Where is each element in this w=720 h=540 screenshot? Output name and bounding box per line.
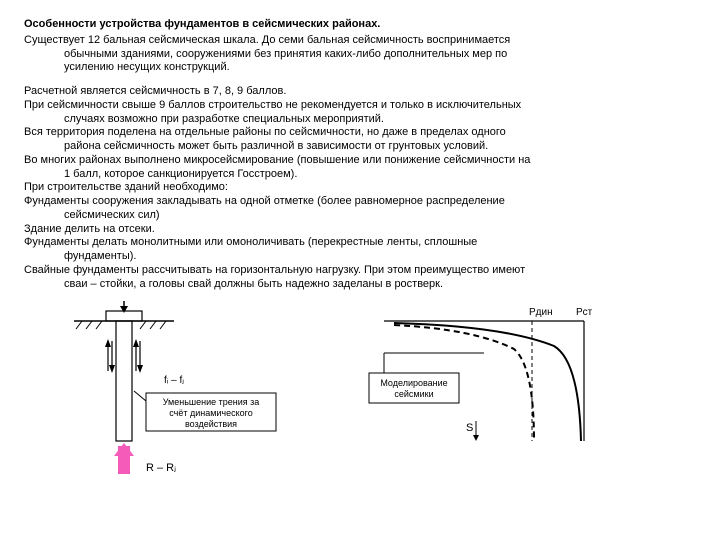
pdyn-label: Pдин bbox=[529, 307, 553, 318]
text: При сейсмичности свыше 9 баллов строител… bbox=[24, 99, 696, 113]
f-label: fᵢ – fⱼ bbox=[164, 375, 184, 386]
box2-l1: Моделирование bbox=[380, 378, 447, 388]
text: сваи – стойки, а головы свай должны быть… bbox=[24, 278, 696, 292]
pile-diagram: fᵢ – fⱼ Уменьшение трения за счёт динами… bbox=[64, 301, 324, 491]
text: фундаменты). bbox=[24, 250, 696, 264]
text: Вся территория поделена на отдельные рай… bbox=[24, 126, 696, 140]
text: Расчетной является сейсмичность в 7, 8, … bbox=[24, 85, 696, 99]
text: случаях возможно при разработке специаль… bbox=[24, 113, 696, 127]
s-label: S bbox=[466, 422, 473, 434]
settlement-graph: Pдин Pст Моделирование сейсмики S bbox=[354, 301, 614, 471]
box1-l3: воздействия bbox=[185, 419, 237, 429]
r-label: R – Rⱼ bbox=[146, 462, 176, 474]
box1-l1: Уменьшение трения за bbox=[163, 397, 260, 407]
box2-l2: сейсмики bbox=[394, 389, 433, 399]
text: Здание делить на отсеки. bbox=[24, 223, 696, 237]
text: Фундаменты сооружения закладывать на одн… bbox=[24, 195, 696, 209]
text: 1 балл, которое санкционируется Госстрое… bbox=[24, 168, 696, 182]
page-title: Особенности устройства фундаментов в сей… bbox=[24, 18, 696, 32]
text: Во многих районах выполнено микросейсмир… bbox=[24, 154, 696, 168]
text: Фундаменты делать монолитными или омонол… bbox=[24, 236, 696, 250]
text: Существует 12 бальная сейсмическая шкала… bbox=[24, 34, 510, 46]
pst-label: Pст bbox=[576, 307, 593, 318]
text: обычными зданиями, сооружениями без прин… bbox=[24, 48, 696, 62]
intro-paragraph: Существует 12 бальная сейсмическая шкала… bbox=[24, 34, 696, 75]
text: сейсмических сил) bbox=[24, 209, 696, 223]
text: района сейсмичность может быть различной… bbox=[24, 140, 696, 154]
box1-l2: счёт динамического bbox=[169, 408, 253, 418]
text: усилению несущих конструкций. bbox=[24, 61, 696, 75]
text: При строительстве зданий необходимо: bbox=[24, 181, 696, 195]
main-paragraph: Расчетной является сейсмичность в 7, 8, … bbox=[24, 85, 696, 291]
text: Свайные фундаменты рассчитывать на гориз… bbox=[24, 264, 696, 278]
diagram-area: fᵢ – fⱼ Уменьшение трения за счёт динами… bbox=[24, 301, 696, 491]
